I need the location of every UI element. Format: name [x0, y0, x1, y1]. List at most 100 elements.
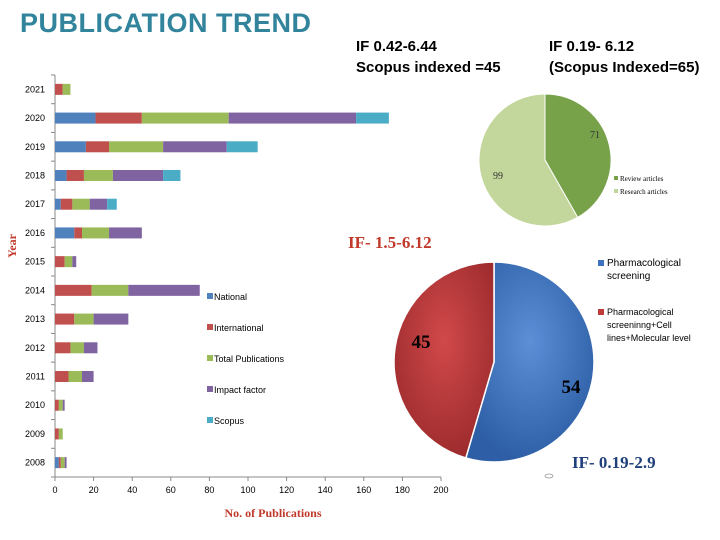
- legend-swatch: [207, 386, 213, 392]
- page-title: PUBLICATION TREND: [20, 8, 312, 38]
- bar-segment: [68, 371, 83, 382]
- right-pie-header: IF 0.19- 6.12 (Scopus Indexed=65): [549, 36, 699, 78]
- pie-slice: [478, 93, 579, 227]
- bar-segment: [95, 112, 142, 124]
- y-axis-title: Year: [5, 233, 19, 258]
- bar-segment: [85, 141, 110, 153]
- legend-swatch: [598, 260, 604, 266]
- y-tick-label: 2012: [25, 343, 45, 353]
- y-tick-label: 2009: [25, 429, 45, 439]
- screening-pie: 54 45 Pharmacological screening Pharmacologi…: [393, 258, 691, 479]
- bar-segment: [64, 256, 73, 268]
- right-pie-header-line1: IF 0.19- 6.12: [549, 38, 635, 55]
- bar-segment: [55, 170, 67, 181]
- x-tick-label: 40: [127, 485, 137, 495]
- bar-segment: [82, 371, 94, 382]
- x-axis-title: No. of Publications: [224, 506, 321, 520]
- left-pie-header-line1: IF 0.42-6.44: [356, 38, 437, 55]
- bar-segment: [128, 284, 200, 296]
- bar-segment: [74, 313, 94, 325]
- bar-segment: [58, 428, 63, 440]
- bar-segment: [55, 428, 59, 440]
- pie-value-label: 71: [590, 130, 600, 141]
- x-tick-label: 100: [240, 485, 255, 495]
- y-tick-label: 2017: [25, 199, 45, 209]
- pie-value-label: 45: [412, 332, 431, 353]
- pie-slice: [464, 261, 595, 463]
- legend-label: National: [214, 292, 247, 302]
- bar-segment: [66, 170, 84, 181]
- bar-segment: [141, 112, 229, 124]
- bar-segment: [58, 399, 63, 411]
- legend-swatch: [207, 355, 213, 361]
- y-tick-label: 2008: [25, 458, 45, 468]
- bar-segment: [163, 170, 181, 181]
- bar-segment: [109, 141, 164, 153]
- bar-segment: [55, 112, 96, 124]
- bar-segment: [72, 198, 90, 210]
- x-tick-label: 20: [89, 485, 99, 495]
- legend-label: International: [214, 323, 264, 333]
- bar-segment: [91, 284, 129, 296]
- legend-label: Total Publications: [214, 354, 285, 364]
- x-tick-label: 160: [356, 485, 371, 495]
- bar-chart: 0 20 40 60 80 100 120 140 160 180 200 2021 2020 2019 2…: [5, 74, 449, 520]
- y-tick-label: 2013: [25, 314, 45, 324]
- bar-segment: [163, 141, 227, 153]
- bar-segment: [72, 256, 77, 268]
- x-tick-label: 140: [318, 485, 333, 495]
- bar-segment: [74, 227, 83, 239]
- pie-slice: [544, 93, 612, 219]
- legend-swatch: [207, 324, 213, 330]
- bar-segment: [112, 170, 164, 181]
- legend-label: Research articles: [620, 188, 668, 196]
- y-tick-label: 2010: [25, 400, 45, 410]
- bar-segment: [55, 342, 71, 354]
- bar-segment: [93, 313, 129, 325]
- bar-segment: [89, 198, 108, 210]
- legend-label: Pharmacological: [607, 307, 674, 317]
- bar-segment: [55, 256, 65, 268]
- left-pie-header-line2: Scopus indexed =45: [356, 59, 501, 76]
- pie-slice: [393, 261, 495, 459]
- x-tick-label: 80: [204, 485, 214, 495]
- bar-segment: [64, 457, 67, 469]
- y-tick-label: 2021: [25, 84, 45, 94]
- legend-label: Impact factor: [214, 385, 266, 395]
- bar-segment: [109, 227, 142, 239]
- bar-segment: [55, 457, 59, 469]
- y-tick-label: 2016: [25, 228, 45, 238]
- bar-segment: [60, 457, 65, 469]
- bar-segment: [62, 83, 71, 95]
- bar-segment: [356, 112, 389, 124]
- bar-segment: [58, 457, 61, 469]
- bar-segment: [82, 227, 110, 239]
- legend-label: screening: [607, 271, 650, 282]
- left-pie-header: IF 0.42-6.44 Scopus indexed =45: [356, 36, 501, 78]
- bar-segment: [226, 141, 258, 153]
- if-range-top-label: IF- 1.5-6.12: [348, 233, 432, 252]
- bar-segment: [55, 399, 59, 411]
- legend-label: Review articles: [620, 175, 664, 183]
- y-tick-label: 2020: [25, 113, 45, 123]
- y-tick-label: 2014: [25, 285, 45, 295]
- decorative-mark: [544, 473, 554, 479]
- pie-value-label: 54: [562, 377, 582, 398]
- legend-label: Scopus: [214, 416, 245, 426]
- bar-segment: [55, 198, 61, 210]
- legend-swatch: [207, 293, 213, 299]
- bar-segment: [83, 170, 113, 181]
- bar-segment: [107, 198, 117, 210]
- bar-segment: [70, 342, 84, 354]
- x-tick-label: 180: [395, 485, 410, 495]
- x-tick-label: 60: [166, 485, 176, 495]
- legend-swatch: [598, 309, 604, 315]
- x-tick-label: 0: [52, 485, 57, 495]
- pie-value-label: 99: [493, 171, 503, 182]
- legend-swatch: [614, 189, 618, 193]
- bar-segment: [55, 83, 63, 95]
- x-tick-label: 200: [433, 485, 448, 495]
- legend-swatch: [207, 417, 213, 423]
- legend-label: Pharmacological: [607, 258, 681, 269]
